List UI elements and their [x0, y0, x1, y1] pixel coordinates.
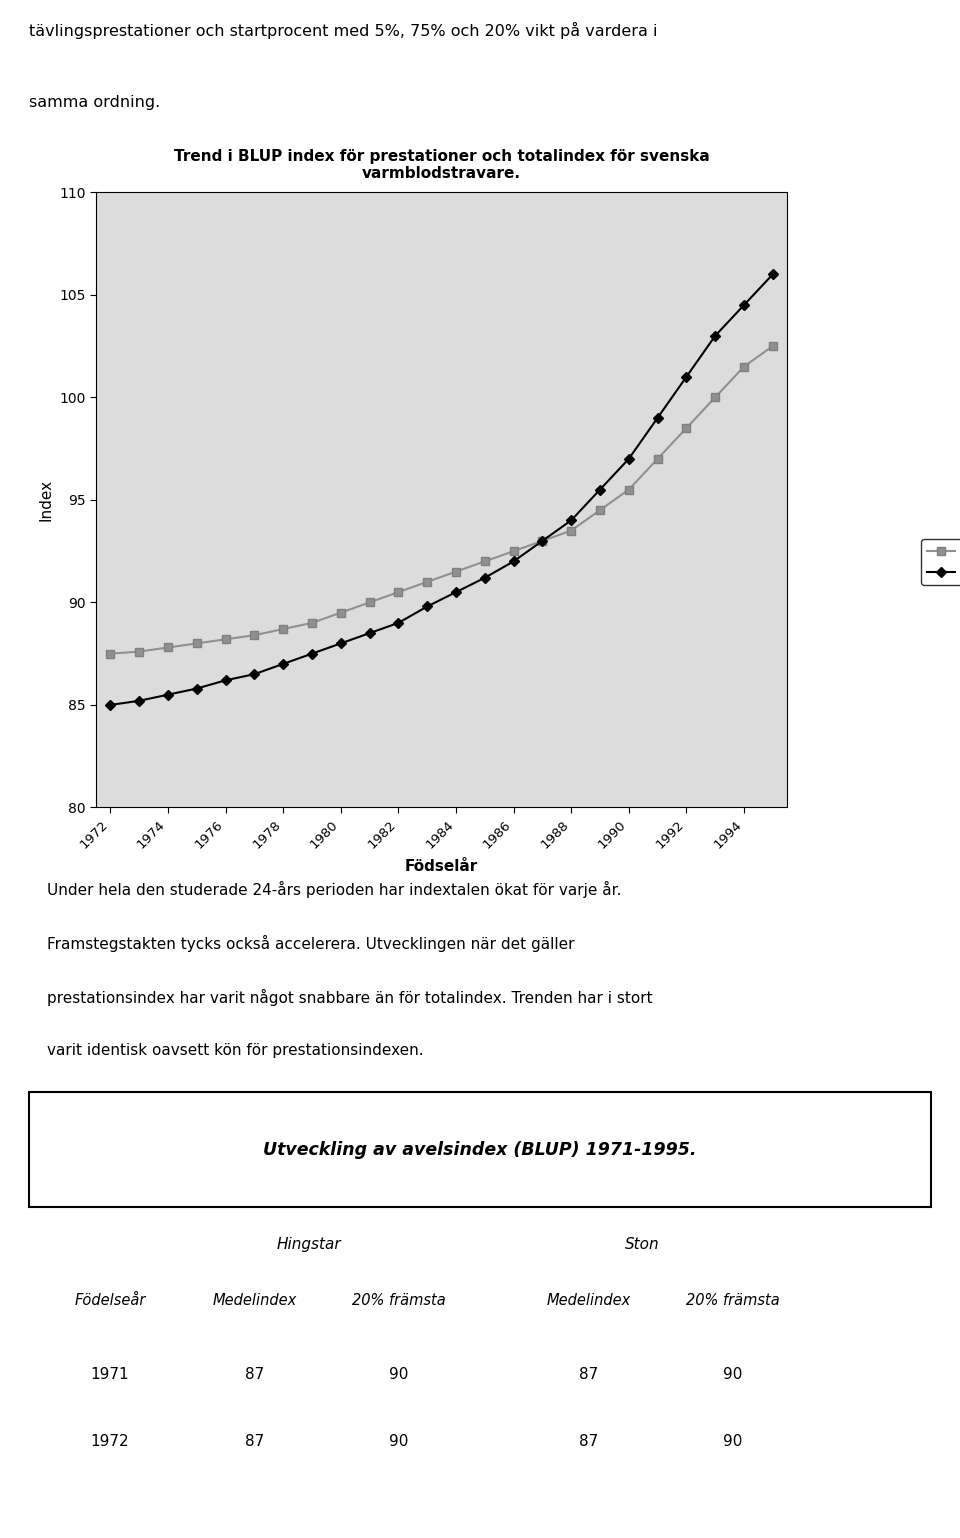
Text: 87: 87 — [579, 1433, 598, 1449]
P-index — [623, 449, 635, 468]
Text: Födelseår: Födelseår — [74, 1292, 146, 1307]
P-index — [306, 644, 318, 663]
P-index — [220, 671, 231, 689]
P-index — [421, 597, 433, 615]
P-index — [767, 265, 779, 283]
P-index — [565, 511, 577, 529]
Text: 90: 90 — [389, 1367, 408, 1383]
Text: 87: 87 — [579, 1367, 598, 1383]
Text: Hingstar: Hingstar — [276, 1237, 341, 1252]
Text: 87: 87 — [245, 1367, 264, 1383]
P-index — [738, 295, 750, 314]
P-index — [652, 409, 663, 428]
T-index — [105, 644, 116, 663]
Text: Framstegstakten tycks också accelerera. Utvecklingen när det gäller: Framstegstakten tycks också accelerera. … — [47, 935, 574, 952]
P-index — [105, 695, 116, 714]
Text: Medelindex: Medelindex — [546, 1292, 631, 1307]
T-index — [364, 594, 375, 612]
X-axis label: Födselår: Födselår — [405, 860, 478, 874]
T-index — [681, 418, 692, 437]
T-index — [393, 583, 404, 601]
Text: 1972: 1972 — [90, 1433, 130, 1449]
Text: 20% främsta: 20% främsta — [685, 1292, 780, 1307]
Text: Under hela den studerade 24-års perioden har indextalen ökat för varje år.: Under hela den studerade 24-års perioden… — [47, 881, 621, 898]
T-index — [191, 634, 203, 652]
P-index — [709, 326, 721, 345]
T-index — [508, 541, 519, 560]
P-index — [133, 692, 145, 711]
T-index — [306, 614, 318, 632]
T-index — [594, 501, 606, 520]
T-index — [623, 480, 635, 498]
T-index — [738, 357, 750, 375]
P-index — [479, 569, 491, 588]
Text: prestationsindex har varit något snabbare än för totalindex. Trenden har i stort: prestationsindex har varit något snabbar… — [47, 989, 653, 1006]
Text: 1971: 1971 — [90, 1367, 130, 1383]
Legend: T-index, P-index: T-index, P-index — [922, 540, 960, 584]
Text: Ston: Ston — [625, 1237, 660, 1252]
T-index — [249, 626, 260, 644]
Y-axis label: Index: Index — [38, 478, 54, 521]
P-index — [335, 634, 347, 652]
P-index — [249, 664, 260, 683]
P-index — [681, 368, 692, 386]
T-index — [479, 552, 491, 571]
T-index — [421, 572, 433, 591]
P-index — [450, 583, 462, 601]
Text: 87: 87 — [245, 1433, 264, 1449]
T-index — [767, 337, 779, 355]
Text: samma ordning.: samma ordning. — [29, 95, 160, 111]
T-index — [277, 620, 289, 638]
P-index — [594, 480, 606, 498]
T-index — [220, 631, 231, 649]
Line: T-index: T-index — [107, 341, 777, 658]
P-index — [393, 614, 404, 632]
T-index — [450, 563, 462, 581]
T-index — [652, 449, 663, 468]
T-index — [537, 532, 548, 551]
T-index — [162, 638, 174, 657]
P-index — [277, 655, 289, 674]
Line: P-index: P-index — [107, 271, 777, 709]
Text: tävlingsprestationer och startprocent med 5%, 75% och 20% vikt på vardera i: tävlingsprestationer och startprocent me… — [29, 22, 658, 38]
P-index — [162, 686, 174, 704]
FancyBboxPatch shape — [29, 1092, 931, 1207]
T-index — [335, 603, 347, 621]
P-index — [508, 552, 519, 571]
T-index — [709, 388, 721, 406]
Text: Utveckling av avelsindex (BLUP) 1971-1995.: Utveckling av avelsindex (BLUP) 1971-199… — [263, 1141, 697, 1158]
Text: 90: 90 — [389, 1433, 408, 1449]
Text: 90: 90 — [723, 1367, 742, 1383]
Text: 20% främsta: 20% främsta — [352, 1292, 445, 1307]
Title: Trend i BLUP index för prestationer och totalindex för svenska
varmblodstravare.: Trend i BLUP index för prestationer och … — [174, 149, 709, 181]
P-index — [191, 680, 203, 698]
Text: Medelindex: Medelindex — [212, 1292, 297, 1307]
P-index — [537, 532, 548, 551]
Text: 90: 90 — [723, 1433, 742, 1449]
T-index — [133, 643, 145, 661]
T-index — [565, 521, 577, 540]
Text: varit identisk oavsett kön för prestationsindexen.: varit identisk oavsett kön för prestatio… — [47, 1043, 423, 1058]
P-index — [364, 624, 375, 643]
